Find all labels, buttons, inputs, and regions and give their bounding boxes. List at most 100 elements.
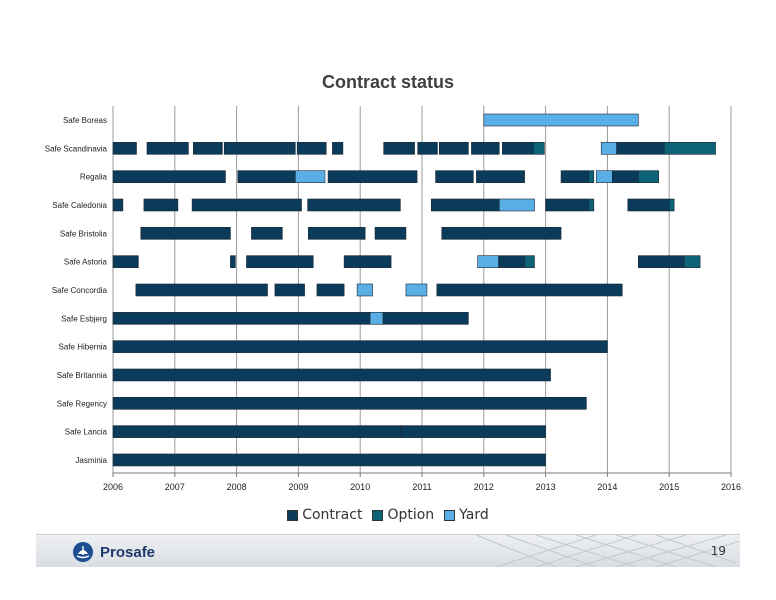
bar-contract — [637, 255, 685, 268]
bar-option — [532, 142, 545, 155]
bar-contract — [112, 170, 226, 183]
x-tick-label: 2006 — [103, 482, 123, 492]
bar-option — [524, 255, 535, 268]
bar-contract — [112, 425, 402, 438]
bar-contract — [382, 312, 469, 325]
bar-contract — [502, 142, 534, 155]
x-tick-label: 2015 — [659, 482, 679, 492]
bar-contract — [616, 142, 665, 155]
bar-contract — [191, 198, 302, 212]
prosafe-logo-icon — [73, 542, 93, 562]
bar-contract — [316, 283, 345, 297]
bar-contract — [332, 142, 344, 155]
bar-contract — [251, 227, 283, 240]
y-category-label: Safe Hibernia — [59, 343, 108, 352]
bar-yard — [483, 113, 639, 127]
bar-contract — [135, 283, 268, 297]
bar-yard — [600, 142, 617, 155]
bar-contract — [343, 255, 392, 268]
bar-contract — [112, 396, 587, 410]
y-category-label: Safe Esbjerg — [61, 314, 107, 323]
bar-option — [588, 198, 595, 212]
bar-contract — [230, 255, 236, 268]
bar-yard — [595, 170, 613, 183]
bar-contract — [307, 198, 401, 212]
y-category-label: Safe Scandinavia — [45, 144, 108, 153]
y-category-label: Safe Caledonia — [52, 201, 107, 210]
page-number: 19 — [710, 544, 726, 558]
bar-contract — [146, 142, 189, 155]
footer-decoration — [475, 535, 740, 567]
bar-contract — [140, 227, 231, 240]
y-category-label: Safe Regency — [57, 399, 107, 408]
slide-footer: Prosafe 19 — [36, 534, 740, 567]
x-tick-label: 2016 — [721, 482, 741, 492]
bar-contract — [383, 142, 415, 155]
legend-item-yard: Yard — [444, 507, 489, 523]
x-tick-label: 2013 — [536, 482, 556, 492]
bar-yard — [356, 283, 373, 297]
bar-option — [588, 170, 595, 183]
bar-contract — [112, 453, 546, 467]
legend-item-contract: Contract — [287, 507, 362, 523]
bar-contract — [435, 170, 474, 183]
y-category-label: Safe Lancia — [65, 428, 108, 437]
legend-label-contract: Contract — [302, 507, 363, 523]
bar-contract — [436, 283, 623, 297]
bar-contract — [112, 255, 139, 268]
bar-contract — [274, 283, 305, 297]
bar-contract — [223, 142, 296, 155]
x-tick-label: 2011 — [412, 482, 431, 492]
y-category-label: Safe Britannia — [57, 371, 108, 380]
x-tick-label: 2014 — [597, 482, 617, 492]
bar-contract — [112, 198, 124, 212]
bar-contract — [471, 142, 500, 155]
bar-contract — [612, 170, 639, 183]
bar-contract — [112, 340, 608, 353]
brand-name: Prosafe — [100, 543, 156, 561]
bar-contract — [560, 170, 590, 183]
bar-contract — [193, 142, 223, 155]
x-tick-label: 2007 — [165, 482, 185, 492]
bar-yard — [405, 283, 428, 297]
bar-contract — [374, 227, 407, 240]
bar-contract — [327, 170, 418, 183]
brand-logo: Prosafe — [72, 541, 155, 563]
x-tick-label: 2008 — [227, 482, 247, 492]
bar-contract — [498, 255, 525, 268]
bar-yard — [369, 312, 384, 325]
chart-title: Contract status — [321, 72, 455, 92]
y-category-label: Safe Astoria — [64, 258, 108, 267]
legend-label-option: Option — [387, 507, 435, 523]
bar-contract — [400, 425, 546, 438]
bar-contract — [627, 198, 670, 212]
chart-legend: Contract Option Yard — [0, 507, 776, 523]
legend-swatch-yard — [444, 509, 456, 521]
bar-contract — [112, 312, 371, 325]
bar-contract — [430, 198, 500, 212]
bar-contract — [143, 198, 179, 212]
y-category-label: Safe Boreas — [63, 116, 107, 125]
bar-contract — [476, 170, 525, 183]
bar-contract — [296, 142, 327, 155]
bar-contract — [545, 198, 590, 212]
y-category-label: Safe Concordia — [52, 286, 108, 295]
bar-contract — [417, 142, 438, 155]
x-tick-label: 2010 — [350, 482, 370, 492]
y-category-label: Jasminia — [75, 456, 107, 465]
bar-yard — [477, 255, 499, 268]
legend-swatch-option — [372, 509, 384, 521]
y-category-label: Regalia — [80, 173, 108, 182]
bar-option — [637, 170, 659, 183]
bar-option — [683, 255, 701, 268]
y-category-label: Safe Bristolia — [60, 229, 108, 238]
bar-yard — [295, 170, 326, 183]
bar-contract — [237, 170, 296, 183]
bar-contract — [246, 255, 314, 268]
x-tick-label: 2009 — [288, 482, 308, 492]
bar-option — [663, 142, 716, 155]
bar-contract — [441, 227, 562, 240]
bar-contract — [112, 368, 551, 382]
bar-contract — [112, 142, 137, 155]
